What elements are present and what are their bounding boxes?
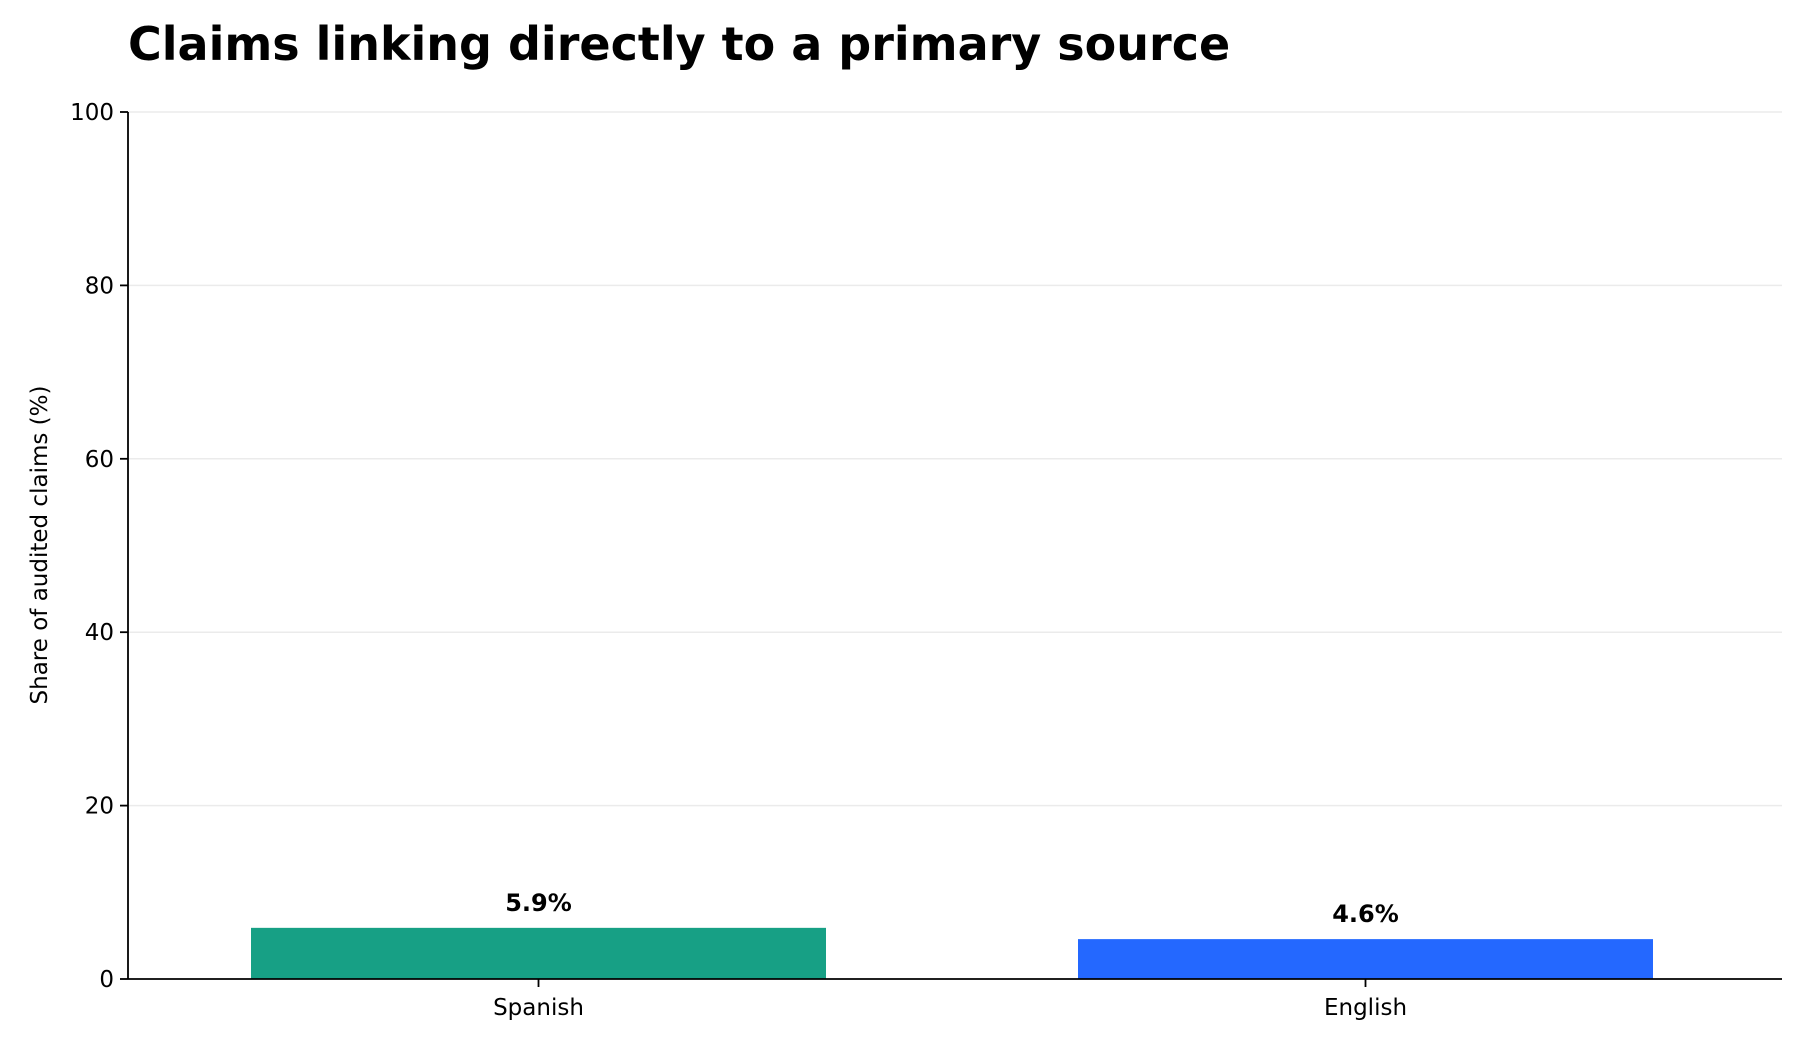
value-labels: 5.9% 4.6%	[505, 889, 1399, 928]
x-tick-label-english: English	[1324, 995, 1407, 1021]
y-tick-label: 40	[85, 620, 114, 646]
y-tick-label: 20	[85, 794, 114, 820]
bars	[251, 927, 1653, 979]
y-axis-label: Share of audited claims (%)	[27, 386, 53, 705]
value-label-spanish: 5.9%	[505, 889, 572, 917]
bar-english	[1078, 939, 1653, 979]
chart-title: Claims linking directly to a primary sou…	[128, 17, 1230, 71]
bar-spanish	[251, 927, 826, 979]
x-ticks: Spanish English	[493, 979, 1407, 1021]
y-ticks: 0 20 40 60 80 100	[70, 100, 128, 993]
y-tick-label: 0	[99, 967, 114, 993]
y-tick-label: 100	[70, 100, 114, 126]
y-tick-label: 80	[85, 273, 114, 299]
axes	[127, 112, 1782, 980]
x-tick-label-spanish: Spanish	[493, 995, 584, 1021]
y-tick-label: 60	[85, 447, 114, 473]
value-label-english: 4.6%	[1332, 900, 1399, 928]
gridlines	[128, 111, 1782, 807]
